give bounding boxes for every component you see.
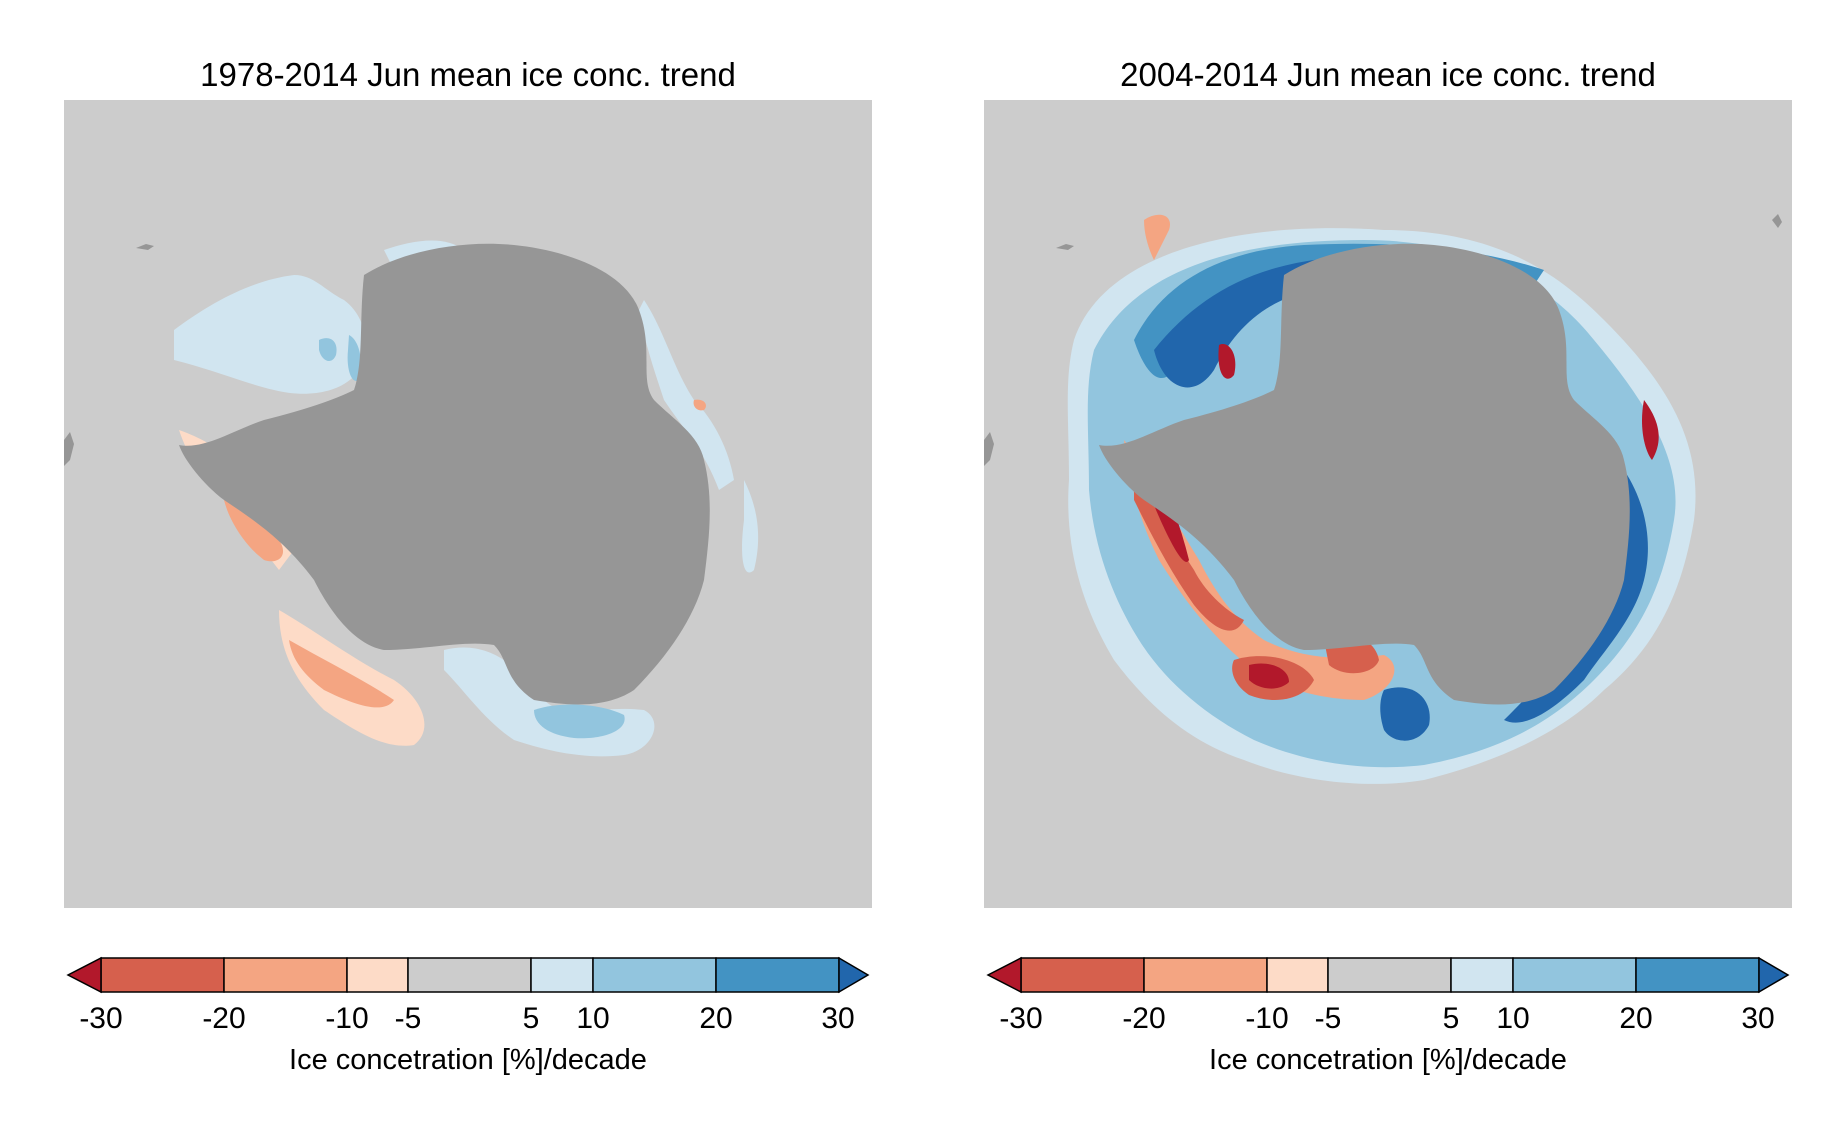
- colorbar-bin: [346, 957, 409, 993]
- trend-region-positive-low: [639, 300, 734, 490]
- island: [1056, 244, 1074, 250]
- colorbar-bin: [407, 957, 532, 993]
- trend-region-negative-mid: [1144, 214, 1170, 260]
- colorbar-extend-high: [1758, 956, 1790, 994]
- trend-region-negative-high: [1134, 470, 1244, 631]
- antarctica-land: [1099, 243, 1630, 705]
- colorbar-bin: [1450, 957, 1514, 993]
- colorbar-tick: 30: [1741, 1002, 1775, 1035]
- panel-2004-2014: 2004-2014 Jun mean ice conc. trend -30 -…: [920, 0, 1792, 1134]
- colorbar-extend-low: [66, 956, 102, 994]
- colorbar-bin: [530, 957, 594, 993]
- colorbar-bin: [715, 957, 840, 993]
- trend-region-negative-extreme: [1218, 344, 1236, 379]
- trend-region-positive-mid: [319, 338, 337, 362]
- colorbar-bin: [592, 957, 717, 993]
- colorbar-extend-high: [838, 956, 870, 994]
- colorbar-bin: [1020, 957, 1145, 993]
- colorbar-tick: -20: [202, 1002, 246, 1035]
- colorbar-tick: 5: [522, 1002, 540, 1035]
- colorbar-bin: [1143, 957, 1268, 993]
- colorbar-bin: [1512, 957, 1637, 993]
- colorbar-label: Ice concetration [%]/decade: [1209, 1044, 1567, 1076]
- trend-region-negative-mid: [693, 399, 706, 411]
- antarctica-land: [179, 243, 710, 705]
- colorbar-tick: 10: [576, 1002, 610, 1035]
- trend-region-negative-mid: [289, 640, 394, 708]
- colorbar-tick: -20: [1122, 1002, 1166, 1035]
- trend-region-negative-extreme: [1641, 400, 1659, 460]
- colorbar-tick: -5: [394, 1002, 422, 1035]
- colorbar-tick: 30: [821, 1002, 855, 1035]
- antarctic-map-1978-2014: [64, 100, 872, 908]
- colorbar-tick: -10: [1245, 1002, 1289, 1035]
- colorbar-tick: -5: [1314, 1002, 1342, 1035]
- trend-region-positive-highest: [1154, 256, 1524, 388]
- trend-region-positive-highest: [1380, 687, 1430, 741]
- island: [984, 432, 994, 466]
- trend-region-positive-low: [742, 480, 759, 573]
- panel-title: 1978-2014 Jun mean ice conc. trend: [200, 56, 736, 93]
- colorbar-label: Ice concetration [%]/decade: [289, 1044, 647, 1076]
- trend-region-positive-highest: [1504, 470, 1648, 723]
- colorbar-bin: [1327, 957, 1452, 993]
- trend-region-positive-mid: [534, 704, 625, 739]
- colorbar-bin: [223, 957, 348, 993]
- trend-region-positive-low: [174, 275, 366, 394]
- island: [136, 244, 154, 250]
- panel-title: 2004-2014 Jun mean ice conc. trend: [1120, 56, 1656, 93]
- island: [64, 432, 74, 466]
- colorbar: [986, 956, 1790, 994]
- colorbar-tick: 5: [1442, 1002, 1460, 1035]
- island: [1772, 214, 1782, 228]
- colorbar-bin: [1635, 957, 1760, 993]
- trend-region-positive-mid: [347, 335, 361, 381]
- colorbar-bin: [100, 957, 225, 993]
- colorbar-tick: 20: [1619, 1002, 1653, 1035]
- colorbar-tick: -30: [999, 1002, 1043, 1035]
- antarctic-map-2004-2014: [984, 100, 1792, 908]
- colorbar-tick: 20: [699, 1002, 733, 1035]
- colorbar-tick: 10: [1496, 1002, 1530, 1035]
- panel-1978-2014: 1978-2014 Jun mean ice conc. trend -30 -…: [0, 0, 872, 1134]
- colorbar-tick: -10: [325, 1002, 369, 1035]
- colorbar: [66, 956, 870, 994]
- trend-region-negative-extreme: [1249, 663, 1289, 689]
- colorbar-tick: -30: [79, 1002, 123, 1035]
- colorbar-extend-low: [986, 956, 1022, 994]
- colorbar-bin: [1266, 957, 1329, 993]
